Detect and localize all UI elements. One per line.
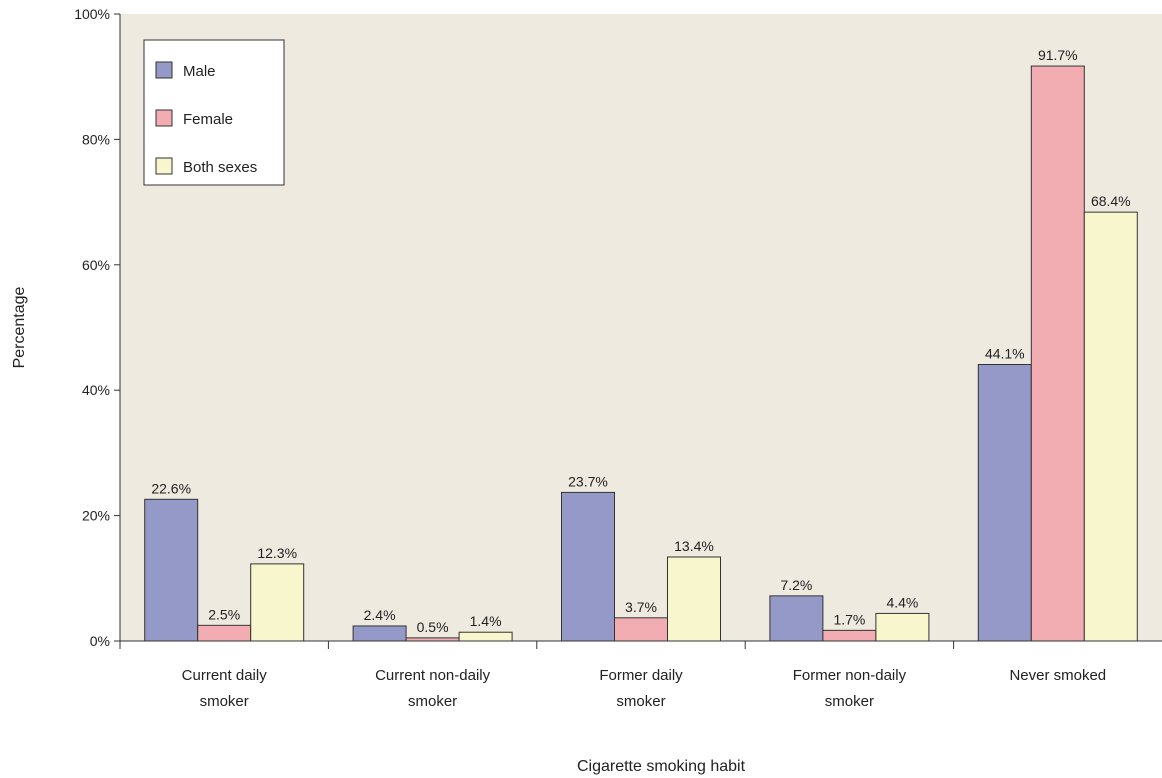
data-label: 1.4% <box>470 613 502 629</box>
data-label: 2.5% <box>208 606 240 622</box>
category-labels: Current daily smoker Current non-daily smok… <box>182 667 1106 710</box>
y-tick-label: 0% <box>90 633 110 649</box>
bar-female <box>614 617 668 642</box>
data-label: 2.4% <box>364 607 396 623</box>
legend-label: Both sexes <box>183 159 257 176</box>
data-label: 44.1% <box>985 345 1025 361</box>
data-label: 0.5% <box>417 619 449 635</box>
legend-label: Female <box>183 111 233 128</box>
y-tick-label: 20% <box>82 508 110 524</box>
bar-female <box>197 624 252 642</box>
category-label: Former daily <box>599 667 683 684</box>
data-label: 91.7% <box>1038 47 1078 63</box>
category-label: Current non-daily <box>375 667 491 684</box>
bar-female <box>822 629 877 642</box>
bar-both-sexes <box>875 612 930 642</box>
bar-series <box>144 65 1138 642</box>
data-label: 23.7% <box>568 473 608 489</box>
bar-female <box>1030 65 1085 642</box>
y-tick-label: 80% <box>82 131 110 147</box>
y-tick-label: 100% <box>74 6 110 22</box>
y-axis-title: Percentage <box>11 286 28 368</box>
data-labels: 22.6% 2.5% 12.3% 2.4% 0.5% 1.4% 23.7% 3.7% 13.4%… <box>151 47 1130 635</box>
category-label: smoker <box>200 693 249 710</box>
data-label: 22.6% <box>151 480 191 496</box>
x-axis-title: Cigarette smoking habit <box>577 758 746 775</box>
x-axis-ticks <box>327 641 955 649</box>
data-label: 3.7% <box>625 599 657 615</box>
y-axis-ticks: 0% 20% 40% 60% 80% 100% <box>74 6 120 649</box>
y-tick-label: 40% <box>82 382 110 398</box>
bar-male <box>561 491 615 642</box>
legend-label: Male <box>183 63 216 80</box>
legend: Male Female Both sexes <box>143 39 285 186</box>
y-tick-label: 60% <box>82 257 110 273</box>
data-label: 7.2% <box>780 577 812 593</box>
bar-both-sexes <box>1083 211 1138 642</box>
bar-male <box>144 498 199 642</box>
category-label: Never smoked <box>1009 667 1106 684</box>
data-label: 68.4% <box>1091 193 1131 209</box>
category-label: Former non-daily <box>793 667 907 684</box>
bar-male <box>352 625 407 642</box>
category-label: smoker <box>825 693 874 710</box>
data-label: 12.3% <box>257 545 297 561</box>
category-label: smoker <box>616 693 665 710</box>
bar-male <box>977 363 1032 642</box>
category-label: Current daily <box>182 667 268 684</box>
legend-swatch <box>155 109 173 127</box>
bar-both-sexes <box>250 563 305 642</box>
bar-male <box>769 595 824 642</box>
bar-both-sexes <box>667 556 721 642</box>
data-label: 13.4% <box>674 538 714 554</box>
legend-swatch <box>155 61 173 79</box>
bar-both-sexes <box>458 631 513 642</box>
legend-swatch <box>155 157 173 175</box>
data-label: 1.7% <box>833 611 865 627</box>
data-label: 4.4% <box>886 594 918 610</box>
category-label: smoker <box>408 693 457 710</box>
